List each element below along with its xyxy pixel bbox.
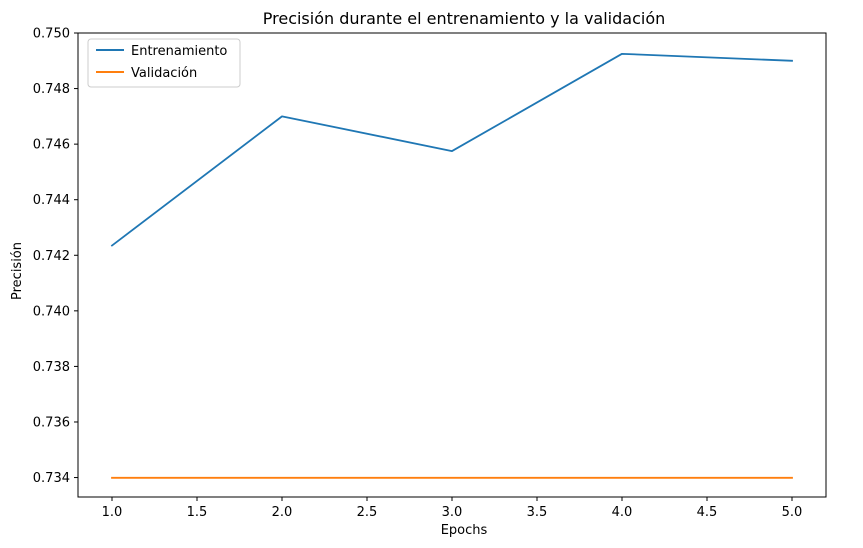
y-tick-label: 0.750 — [33, 27, 70, 42]
legend-label-validacion: Validación — [131, 66, 197, 81]
x-axis: 1.0 1.5 2.0 2.5 3.0 3.5 4.0 4.5 5.0 — [102, 497, 803, 520]
y-tick-label: 0.746 — [33, 138, 70, 153]
y-tick-label: 0.736 — [33, 415, 70, 430]
x-tick-label: 1.0 — [102, 505, 123, 520]
y-axis: 0.734 0.736 0.738 0.740 0.742 0.744 0.746 0.748… — [33, 27, 78, 486]
x-tick-label: 3.5 — [527, 505, 548, 520]
x-tick-label: 2.0 — [272, 505, 293, 520]
x-tick-label: 1.5 — [187, 505, 208, 520]
y-tick-label: 0.734 — [33, 471, 70, 486]
y-tick-label: 0.748 — [33, 82, 70, 97]
x-tick-label: 4.0 — [612, 505, 633, 520]
x-tick-label: 3.0 — [442, 505, 463, 520]
legend-box — [87, 38, 241, 88]
y-tick-label: 0.738 — [33, 360, 70, 375]
y-axis-label: Precisión — [10, 242, 25, 300]
y-tick-label: 0.744 — [33, 193, 70, 208]
x-tick-label: 4.5 — [697, 505, 718, 520]
x-axis-label: Epochs — [441, 523, 488, 538]
series-layer — [110, 52, 793, 479]
y-tick-label: 0.740 — [33, 304, 70, 319]
x-tick-label: 5.0 — [782, 505, 803, 520]
y-tick-label: 0.742 — [33, 249, 70, 264]
series-line-entrenamiento — [110, 52, 793, 247]
legend-label-entrenamiento: Entrenamiento — [131, 44, 227, 59]
legend: Entrenamiento Validación — [87, 38, 241, 88]
chart-title: Precisión durante el entrenamiento y la … — [263, 9, 666, 28]
x-tick-label: 2.5 — [357, 505, 378, 520]
